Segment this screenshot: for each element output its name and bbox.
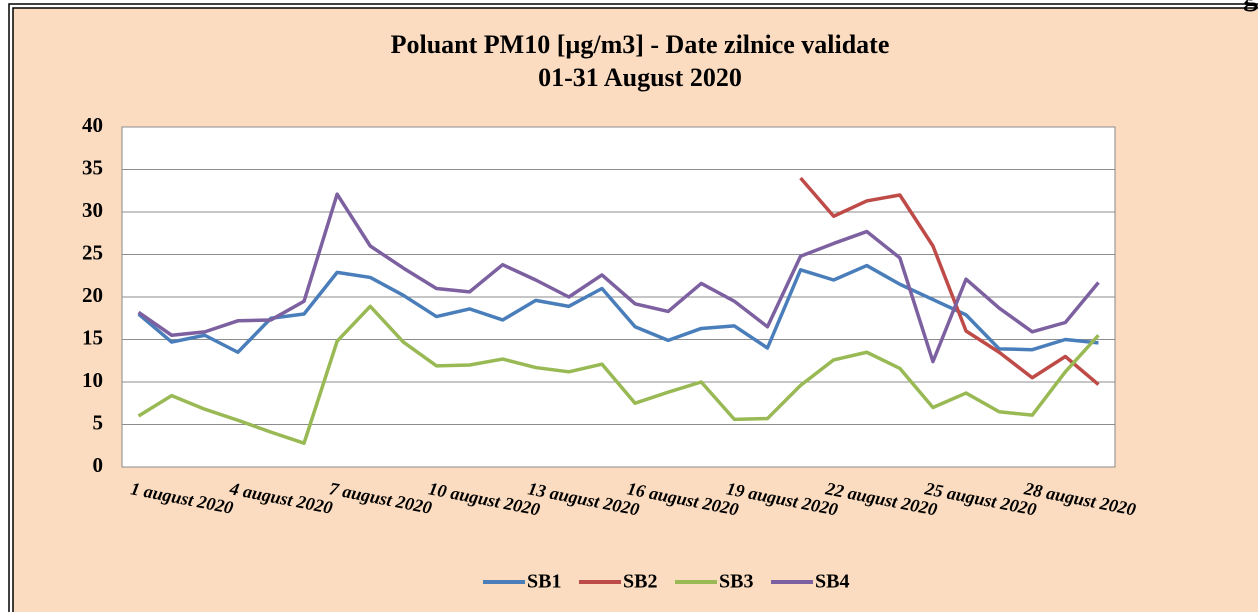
y-tick-label: 0 xyxy=(93,453,104,477)
y-tick-label: 40 xyxy=(82,113,103,137)
y-tick-label: 10 xyxy=(82,368,103,392)
legend-label: SB3 xyxy=(719,571,753,593)
legend-label: SB1 xyxy=(527,571,561,593)
legend-label: SB4 xyxy=(815,571,849,593)
y-tick-label: 15 xyxy=(82,325,103,349)
y-tick-label: 5 xyxy=(93,410,104,434)
outer-frame xyxy=(8,3,1258,612)
legend-label: SB2 xyxy=(623,571,657,593)
series-line xyxy=(137,192,1100,364)
chart-subtitle: 01-31 August 2020 xyxy=(538,63,742,92)
header-fragment: g xyxy=(1243,0,1258,12)
series-line xyxy=(799,176,1100,386)
chart-title: Poluant PM10 [µg/m3] - Date zilnice vali… xyxy=(391,30,890,59)
series-line xyxy=(137,263,1099,354)
y-tick-label: 25 xyxy=(82,240,103,264)
y-tick-label: 35 xyxy=(82,155,103,179)
y-tick-label: 20 xyxy=(82,283,103,307)
y-tick-label: 30 xyxy=(82,198,103,222)
series-line xyxy=(137,304,1100,445)
